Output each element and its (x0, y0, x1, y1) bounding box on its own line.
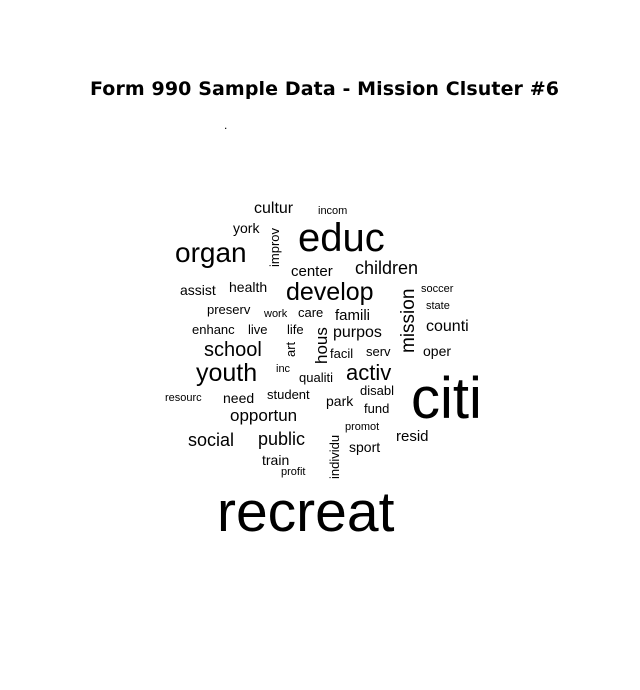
word-inc: inc (276, 363, 291, 375)
word-health: health (229, 279, 268, 295)
word-cultur: cultur (254, 200, 294, 217)
page-title: Form 990 Sample Data - Mission Clsuter #… (90, 78, 560, 100)
word-incom: incom (318, 205, 348, 217)
word-promot: promot (345, 421, 380, 433)
word-improv: improv (267, 227, 282, 267)
word-citi: citi (411, 366, 482, 431)
word-need: need (223, 390, 255, 406)
word-opportun: opportun (230, 406, 298, 425)
word-resid: resid (396, 428, 429, 445)
word-qualiti: qualiti (299, 370, 333, 385)
word-oper: oper (423, 343, 452, 359)
word-public: public (258, 429, 306, 449)
word-live: live (248, 322, 268, 337)
word-fund: fund (364, 401, 390, 416)
word-life: life (287, 322, 304, 337)
word-hous: hous (312, 327, 331, 364)
word-disabl: disabl (360, 383, 394, 398)
word-youth: youth (196, 359, 258, 387)
word-mission: mission (398, 288, 419, 353)
word-student: student (267, 387, 310, 402)
word-enhanc: enhanc (192, 322, 235, 337)
word-organ: organ (175, 237, 247, 268)
word-serv: serv (366, 344, 391, 359)
word-activ: activ (346, 360, 392, 385)
word-art: art (283, 341, 298, 357)
word-york: york (233, 220, 260, 236)
word-children: children (355, 258, 419, 278)
word-assist: assist (180, 282, 216, 298)
word-purpos: purpos (333, 324, 382, 341)
word-famili: famili (335, 307, 371, 324)
word-center: center (291, 263, 333, 280)
word-preserv: preserv (207, 302, 251, 317)
word-soccer: soccer (421, 283, 454, 295)
word-social: social (188, 430, 235, 450)
subtitle-mark: . (224, 118, 228, 132)
word-facil: facil (330, 346, 354, 361)
word-train: train (262, 452, 290, 468)
word-develop: develop (286, 278, 374, 306)
word-individu: individu (327, 434, 342, 479)
word-park: park (326, 393, 354, 409)
word-state: state (426, 300, 450, 312)
word-school: school (204, 339, 262, 361)
word-care: care (298, 305, 324, 320)
word-resourc: resourc (165, 392, 202, 404)
word-profit: profit (281, 466, 306, 478)
word-work: work (264, 308, 288, 320)
word-sport: sport (349, 439, 381, 455)
word-educ: educ (298, 216, 385, 260)
word-recreat: recreat (217, 480, 395, 544)
word-counti: counti (426, 318, 469, 335)
